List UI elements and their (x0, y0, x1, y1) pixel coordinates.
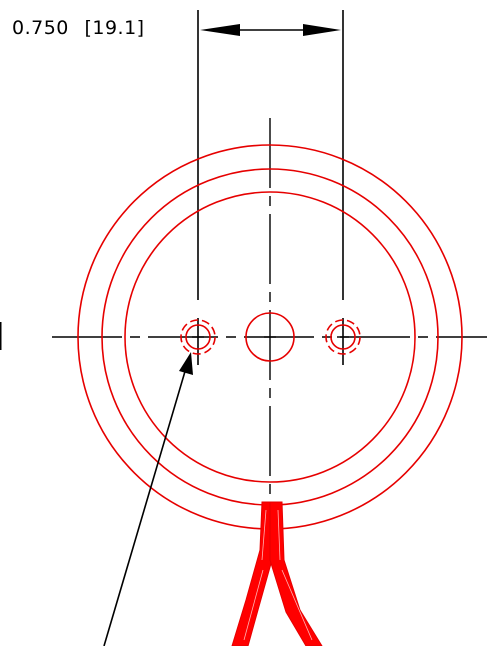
center-hole (245, 312, 295, 362)
dimension-label: 0.750 [19.1] (12, 17, 145, 39)
arrowhead-left (200, 24, 240, 36)
dimension-value: 0.750 (12, 17, 69, 39)
leader-arrowhead (179, 352, 193, 375)
inner-circle (124, 191, 416, 483)
dimension-metric-value: [19.1] (84, 17, 144, 39)
pin-holes (180, 319, 361, 355)
lead-wire-left (231, 501, 276, 646)
pin-hole-left (180, 319, 216, 355)
lead-wires (231, 501, 323, 646)
dimension-line (200, 24, 341, 36)
arrowhead-right (303, 24, 341, 36)
pin-hole-right (325, 319, 361, 355)
leader-arrow (103, 352, 193, 646)
lead-wire-right (269, 501, 323, 646)
extension-lines (197, 10, 344, 365)
